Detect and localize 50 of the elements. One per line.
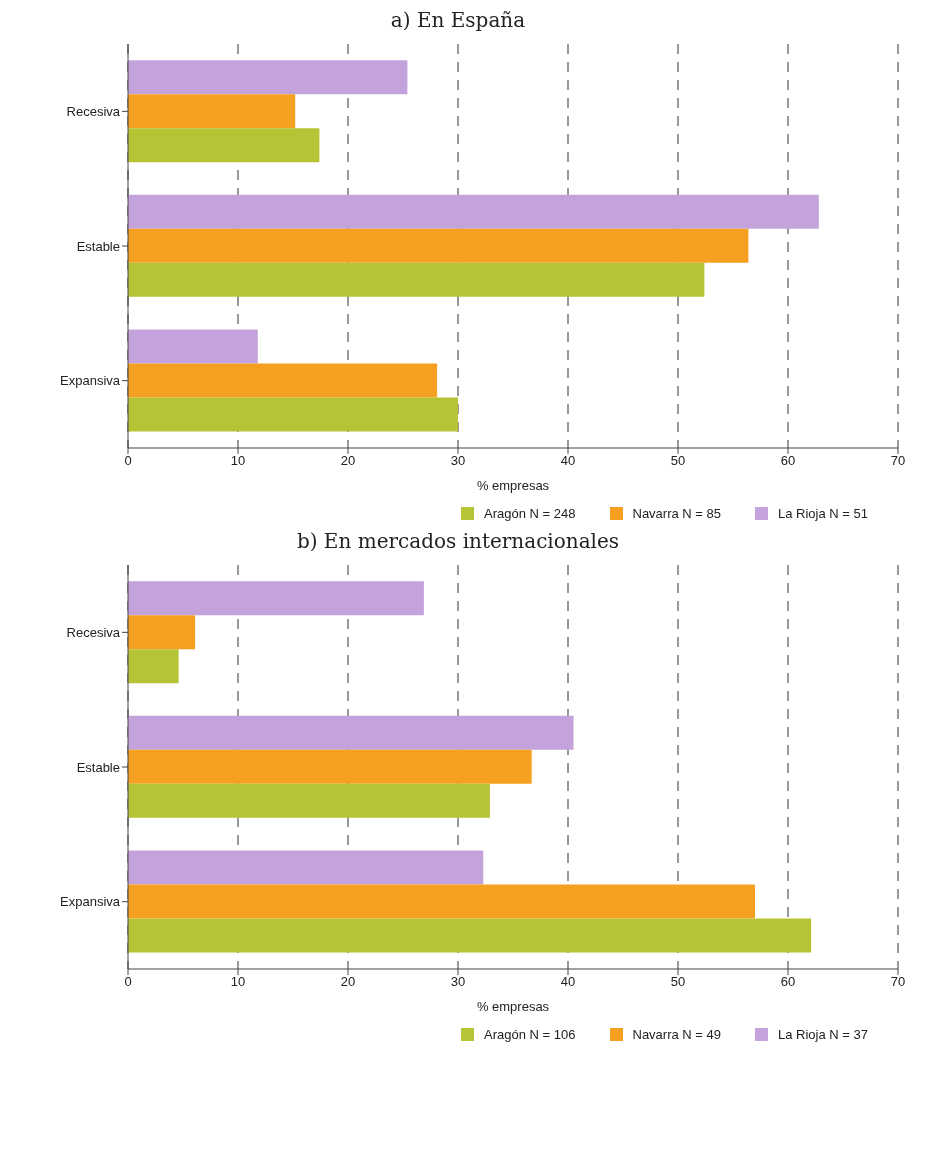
legend-label: La Rioja N = 37 (778, 1027, 868, 1042)
legend-label: Aragón N = 248 (484, 506, 576, 521)
y-tick-label: Estable (76, 238, 120, 254)
chart-title: a) En España (389, 8, 527, 32)
x-tick-label: 50 (670, 974, 686, 990)
bar (128, 128, 320, 163)
x-tick-label: 30 (450, 453, 466, 469)
x-axis-title: % empresas (476, 999, 550, 1014)
x-tick-label: 40 (560, 453, 576, 469)
x-tick-label: 0 (124, 453, 132, 469)
chart-title: b) En mercados internacionales (295, 529, 621, 553)
x-tick-label: 0 (124, 974, 132, 990)
bar (128, 850, 484, 885)
y-tick-label: Recesiva (66, 103, 121, 119)
legend-label: Navarra N = 49 (632, 1027, 722, 1042)
y-tick-label: Expansiva (60, 373, 121, 389)
bar (128, 363, 438, 398)
bar (128, 228, 749, 263)
bar (128, 397, 458, 432)
bar (128, 194, 819, 229)
legend-label: Navarra N = 85 (632, 506, 722, 521)
bar (128, 329, 258, 364)
bar (128, 581, 424, 616)
bar (128, 918, 812, 953)
bar (128, 60, 408, 95)
x-tick-label: 70 (890, 974, 906, 990)
y-tick-label: Estable (76, 759, 120, 775)
bar (128, 749, 532, 784)
x-tick-label: 20 (340, 974, 356, 990)
x-tick-label: 50 (670, 453, 686, 469)
bar (128, 615, 196, 650)
x-tick-label: 10 (230, 453, 246, 469)
x-tick-label: 60 (780, 453, 796, 469)
bar (128, 649, 179, 684)
legend-label: La Rioja N = 51 (778, 506, 868, 521)
legend-label: Aragón N = 106 (484, 1027, 576, 1042)
bar (128, 262, 705, 297)
x-tick-label: 10 (230, 974, 246, 990)
bar (128, 715, 574, 750)
x-tick-label: 20 (340, 453, 356, 469)
y-tick-label: Recesiva (66, 624, 121, 640)
x-tick-label: 40 (560, 974, 576, 990)
bar (128, 783, 490, 818)
x-tick-label: 60 (780, 974, 796, 990)
x-tick-label: 30 (450, 974, 466, 990)
y-tick-label: Expansiva (60, 894, 121, 910)
x-tick-label: 70 (890, 453, 906, 469)
bar (128, 884, 755, 919)
x-axis-title: % empresas (476, 478, 550, 493)
bar (128, 94, 296, 129)
